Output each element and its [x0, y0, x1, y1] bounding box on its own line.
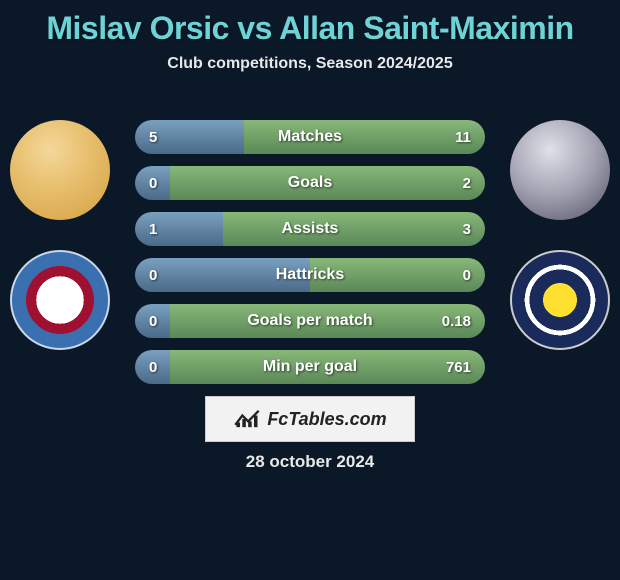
branding-badge: FcTables.com: [205, 396, 415, 442]
player2-name: Allan Saint-Maximin: [279, 10, 574, 46]
stat-label: Assists: [135, 212, 485, 246]
right-avatar-column: [510, 120, 610, 350]
stat-row: 00.18Goals per match: [135, 304, 485, 338]
stat-label: Goals per match: [135, 304, 485, 338]
subtitle: Club competitions, Season 2024/2025: [0, 55, 620, 73]
stat-row: 511Matches: [135, 120, 485, 154]
stats-container: 511Matches 02Goals 13Assists 00Hattricks 00.…: [135, 120, 485, 384]
player1-name: Mislav Orsic: [46, 10, 229, 46]
chart-icon: [233, 408, 261, 430]
stat-label: Min per goal: [135, 350, 485, 384]
player2-avatar: [510, 120, 610, 220]
stat-row: 13Assists: [135, 212, 485, 246]
branding-text: FcTables.com: [267, 409, 386, 430]
stat-row: 0761Min per goal: [135, 350, 485, 384]
stat-row: 00Hattricks: [135, 258, 485, 292]
comparison-title: Mislav Orsic vs Allan Saint-Maximin: [0, 0, 620, 47]
stat-label: Hattricks: [135, 258, 485, 292]
stat-label: Matches: [135, 120, 485, 154]
player2-club-badge: [510, 250, 610, 350]
stat-row: 02Goals: [135, 166, 485, 200]
player1-avatar: [10, 120, 110, 220]
stat-label: Goals: [135, 166, 485, 200]
vs-text: vs: [237, 10, 272, 46]
left-avatar-column: [10, 120, 110, 350]
date-text: 28 october 2024: [0, 452, 620, 472]
player1-club-badge: [10, 250, 110, 350]
